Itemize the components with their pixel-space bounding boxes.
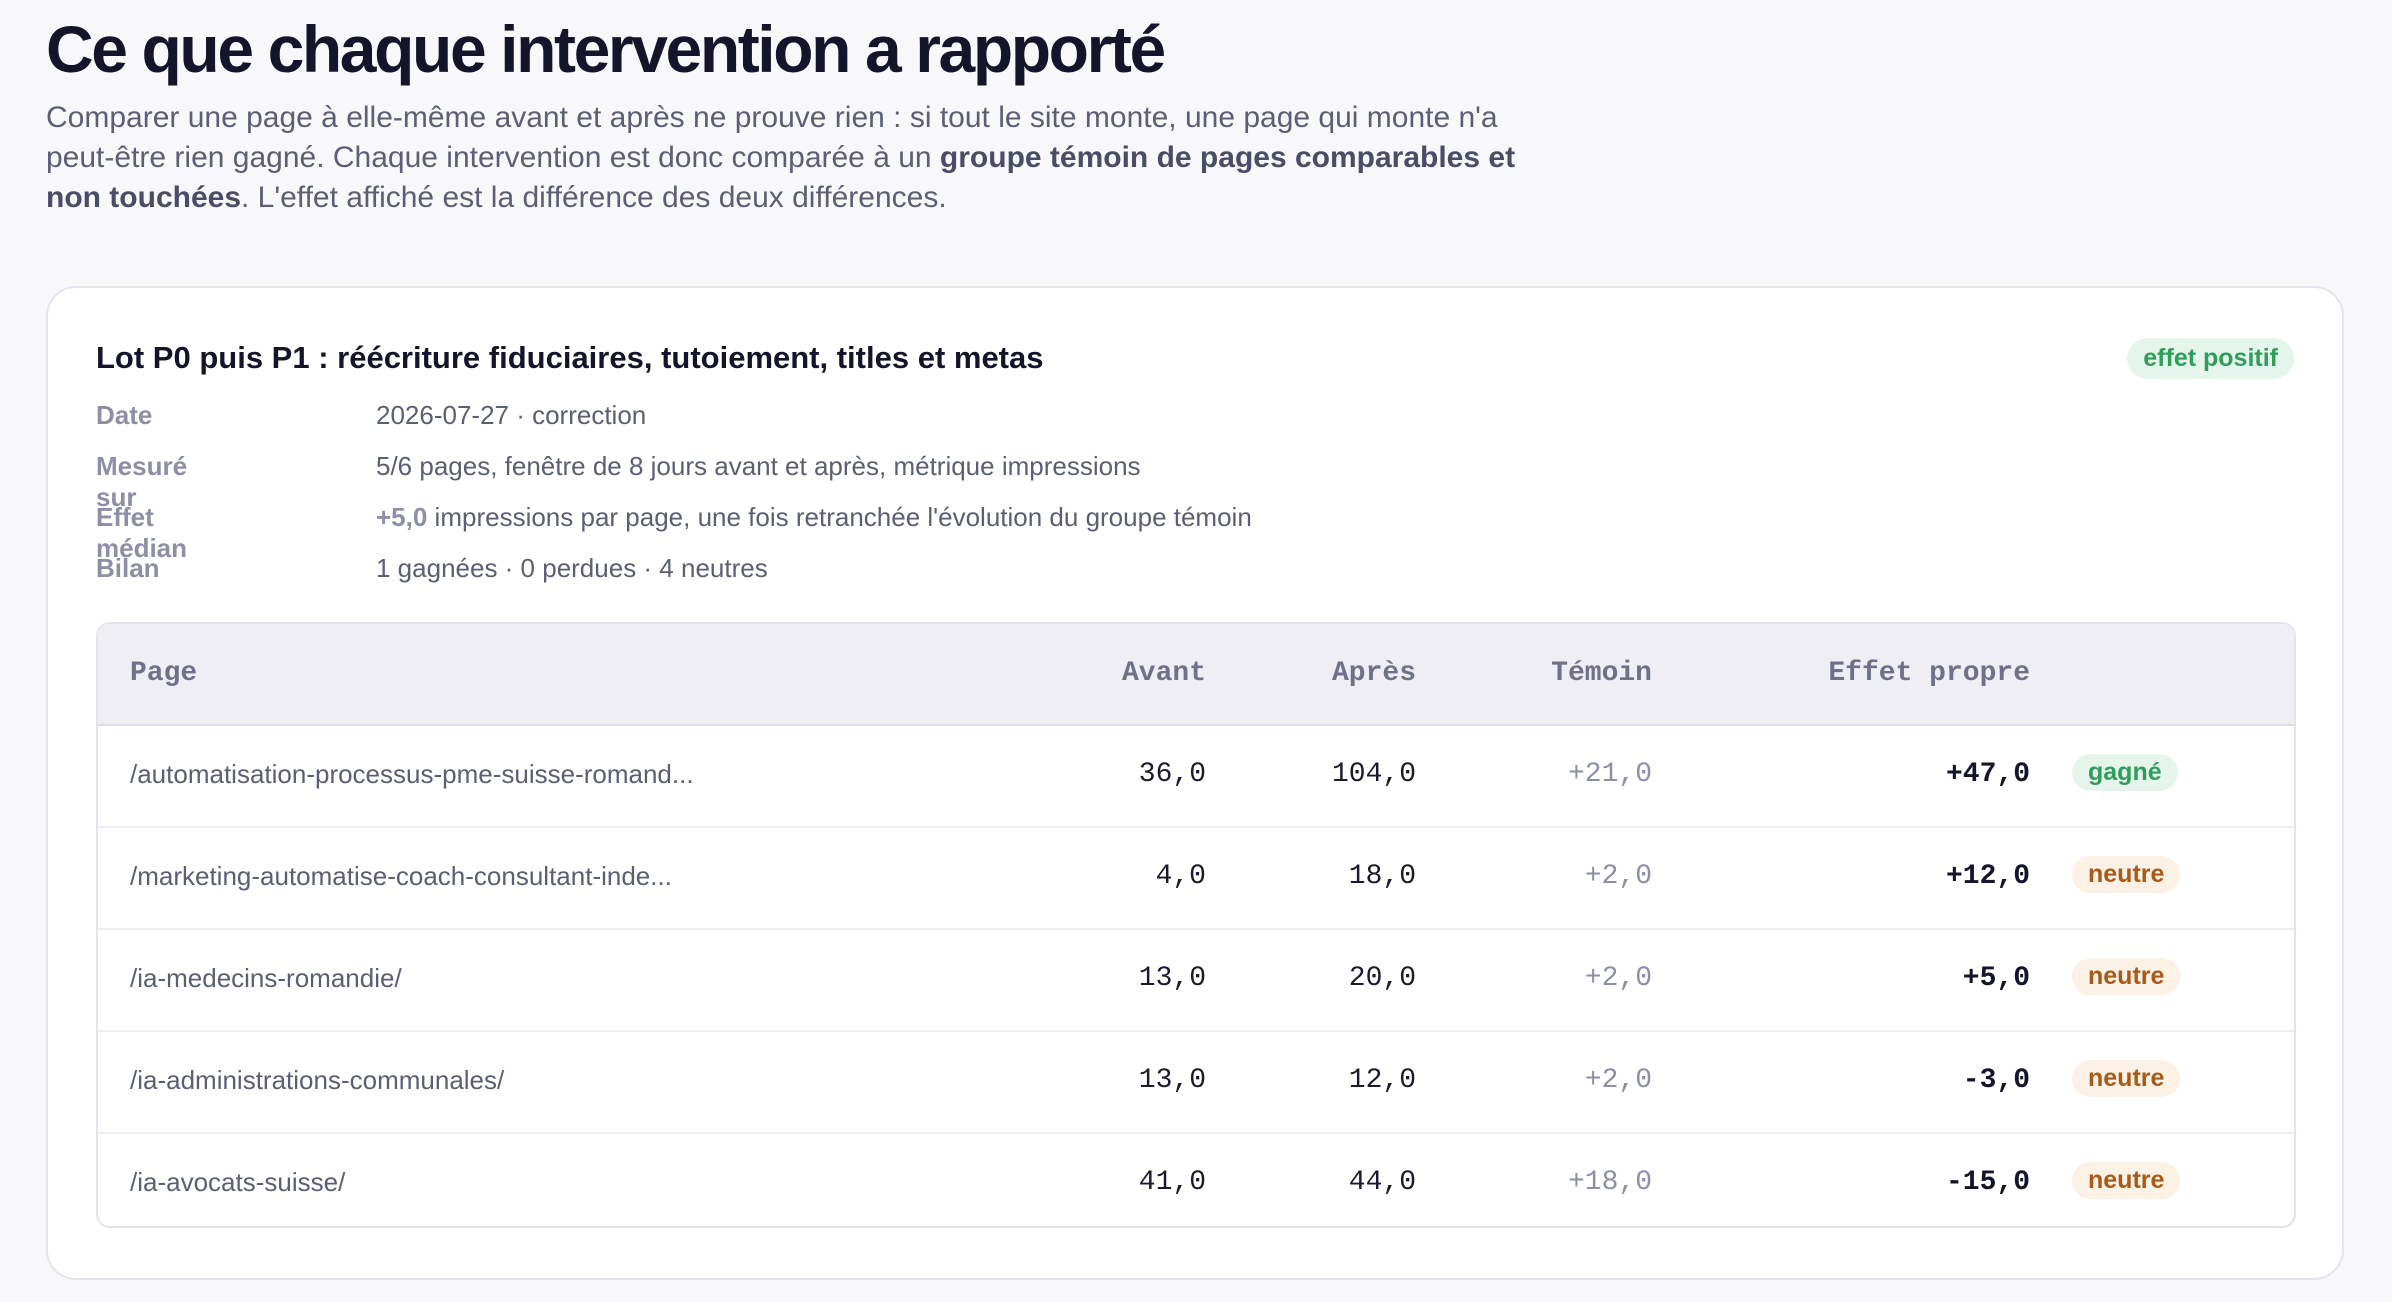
meta-value-effect: +5,0 impressions par page, une fois retr… — [376, 502, 1252, 533]
intro-text-2: . L'effet affiché est la différence des … — [241, 181, 947, 214]
value-temoin: +2,0 — [1584, 1065, 1652, 1096]
page-path: /ia-medecins-romandie/ — [130, 963, 402, 993]
meta-label-effect: Effet médian — [96, 502, 188, 563]
column-header-apres: Après — [1331, 658, 1416, 689]
value-apres: 18,0 — [1348, 861, 1416, 892]
column-header-effet: Effet propre — [1828, 658, 2030, 689]
column-header-avant: Avant — [1121, 658, 1206, 689]
page-path: /automatisation-processus-pme-suisse-rom… — [130, 759, 694, 789]
intro-bold-text: groupe témoin de pages comparables et no… — [46, 141, 1516, 214]
value-effet-propre: -3,0 — [1962, 1065, 2030, 1096]
meta-label-measured: Mesuré sur — [96, 451, 188, 512]
table-row: /ia-avocats-suisse/41,0 44,0 +18,0 -15,0 neu… — [98, 1134, 2294, 1226]
meta-label-date: Date — [96, 400, 153, 430]
value-effet-propre: +12,0 — [1945, 861, 2030, 892]
median-effect-value: +5,0 — [376, 502, 428, 532]
value-temoin: +2,0 — [1584, 861, 1652, 892]
meta-value-measured: 5/6 pages, fenêtre de 8 jours avant et a… — [376, 451, 1141, 481]
effect-status-badge: effet positif — [2127, 338, 2294, 379]
meta-value-summary: 1 gagnées · 0 perdues · 4 neutres — [376, 553, 768, 583]
intro-text-1: Comparer une page à elle-même avant et a… — [46, 101, 1498, 174]
value-effet-propre: -15,0 — [1945, 1167, 2030, 1198]
row-status-badge: neutre — [2072, 1060, 2181, 1097]
table-row: /ia-medecins-romandie/13,0 20,0 +2,0 +5,0 ne… — [98, 930, 2294, 1032]
page-title: Ce que chaque intervention a rapporté — [46, 12, 1166, 86]
table-header: Page Avant Après Témoin Effet propre — [98, 624, 2294, 726]
meta-value-date: 2026-07-27 · correction — [376, 400, 647, 430]
table-row: /ia-administrations-communales/13,0 12,0 +… — [98, 1032, 2294, 1134]
table-row: /automatisation-processus-pme-suisse-rom… — [98, 726, 2294, 828]
value-avant: 13,0 — [1138, 963, 1206, 994]
value-apres: 12,0 — [1348, 1065, 1416, 1096]
row-status-badge: neutre — [2072, 856, 2181, 893]
value-temoin: +2,0 — [1584, 963, 1652, 994]
intervention-title: Lot P0 puis P1 : réécriture fiduciaires,… — [96, 340, 1044, 375]
page-path: /ia-avocats-suisse/ — [130, 1167, 346, 1197]
value-temoin: +21,0 — [1567, 759, 1652, 790]
intervention-card: Lot P0 puis P1 : réécriture fiduciaires,… — [46, 286, 2344, 1280]
page-path: /marketing-automatise-coach-consultant-i… — [130, 861, 672, 891]
value-apres: 20,0 — [1348, 963, 1416, 994]
value-effet-propre: +5,0 — [1962, 963, 2030, 994]
value-apres: 104,0 — [1331, 759, 1416, 790]
value-apres: 44,0 — [1348, 1167, 1416, 1198]
results-table: Page Avant Après Témoin Effet propre /au… — [96, 622, 2296, 1228]
value-avant: 4,0 — [1155, 861, 1206, 892]
column-header-page: Page — [130, 658, 198, 689]
value-avant: 13,0 — [1138, 1065, 1206, 1096]
table-row: /marketing-automatise-coach-consultant-i… — [98, 828, 2294, 930]
value-effet-propre: +47,0 — [1945, 759, 2030, 790]
table-body: /automatisation-processus-pme-suisse-rom… — [98, 726, 2294, 1226]
value-avant: 41,0 — [1138, 1167, 1206, 1198]
meta-label-summary: Bilan — [96, 553, 160, 583]
row-status-badge: neutre — [2072, 1162, 2181, 1199]
value-temoin: +18,0 — [1567, 1167, 1652, 1198]
median-effect-description: impressions par page, une fois retranché… — [427, 502, 1252, 532]
row-status-badge: gagné — [2072, 754, 2178, 791]
page-path: /ia-administrations-communales/ — [130, 1065, 505, 1095]
intro-paragraph: Comparer une page à elle-même avant et a… — [46, 98, 1546, 218]
value-avant: 36,0 — [1138, 759, 1206, 790]
row-status-badge: neutre — [2072, 958, 2181, 995]
column-header-temoin: Témoin — [1551, 658, 1652, 689]
